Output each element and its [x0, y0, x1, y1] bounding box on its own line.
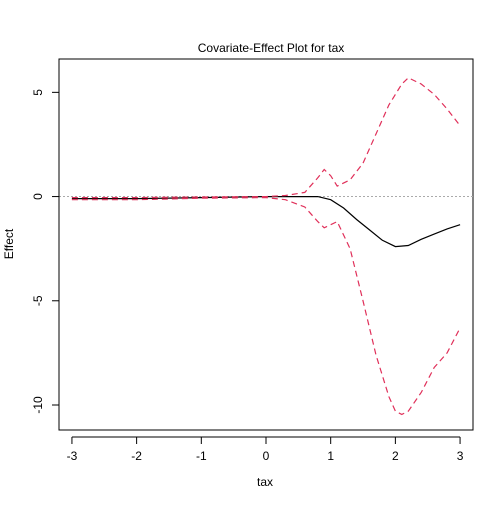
lower-band-line: [71, 196, 461, 416]
upper-band-line: [71, 77, 461, 199]
x-axis-label: tax: [257, 475, 273, 489]
y-tick-label: 0: [31, 193, 45, 200]
effect-line: [71, 196, 461, 248]
y-tick-label: -10: [31, 396, 45, 414]
x-tick-label: 3: [457, 449, 464, 463]
x-tick-label: -1: [196, 449, 207, 463]
x-tick-label: -3: [67, 449, 78, 463]
chart-marks: -3 -2 -1 0 1 2 350-5-10: [31, 58, 474, 463]
x-tick-label: 0: [263, 449, 270, 463]
x-tick-label: -2: [131, 449, 142, 463]
x-tick-label: 2: [392, 449, 399, 463]
chart-title: Covariate-Effect Plot for tax: [198, 41, 345, 55]
y-tick-label: 5: [31, 89, 45, 96]
y-axis-label: Effect: [2, 228, 16, 259]
x-tick-label: 1: [327, 449, 334, 463]
y-tick-label: -5: [31, 295, 45, 306]
